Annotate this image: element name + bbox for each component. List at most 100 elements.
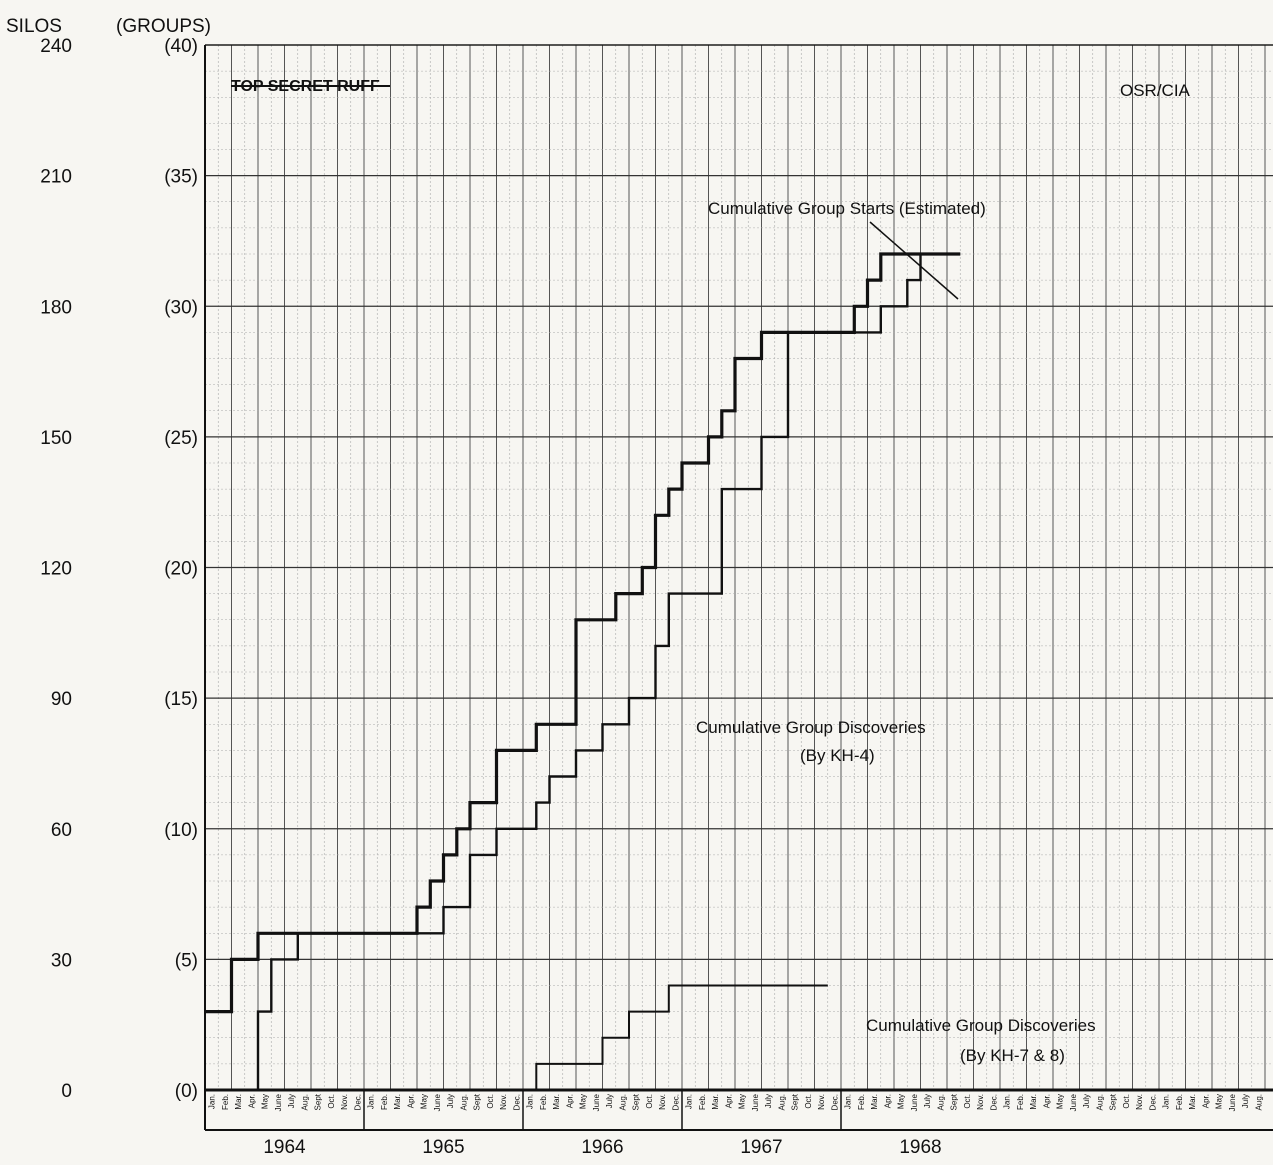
month-tick-label: Mar. <box>552 1094 561 1110</box>
group-tick-label: (5) <box>175 950 198 971</box>
month-tick-label: Apr. <box>1042 1094 1051 1108</box>
month-tick-label: Sept <box>314 1093 323 1110</box>
month-tick-label: Mar. <box>393 1094 402 1110</box>
month-tick-label: Oct. <box>486 1094 495 1109</box>
series-line-2 <box>256 254 922 1090</box>
month-tick-label: Feb. <box>380 1094 389 1110</box>
month-tick-label: Nov. <box>1135 1094 1144 1110</box>
month-tick-label: July <box>605 1094 614 1108</box>
month-tick-label: May <box>738 1094 747 1109</box>
month-tick-label: Oct. <box>963 1094 972 1109</box>
group-tick-label: (30) <box>164 297 198 318</box>
silos-tick-label: 60 <box>51 820 72 841</box>
month-tick-label: Jan. <box>685 1094 694 1109</box>
silos-tick-labels: 0 30 60 90 120 150 180 210 240 <box>40 36 72 1102</box>
month-tick-label: Mar. <box>234 1094 243 1110</box>
year-tick-label: 1967 <box>740 1137 782 1158</box>
group-tick-label: (40) <box>164 36 198 57</box>
month-tick-label: Sept <box>950 1093 959 1110</box>
groups-axis-title: (GROUPS) <box>116 16 211 37</box>
month-tick-labels: Jan. Feb. Mar. Apr. May June July Aug. Sept Oct. N… <box>208 1093 1264 1111</box>
month-tick-label: Mar. <box>870 1094 879 1110</box>
month-tick-label: Apr. <box>724 1094 733 1108</box>
month-tick-label: Feb. <box>857 1094 866 1110</box>
month-tick-label: Oct. <box>645 1094 654 1109</box>
month-tick-label: June <box>751 1093 760 1111</box>
series-label-leader <box>869 221 959 300</box>
month-tick-label: Dec. <box>989 1094 998 1110</box>
month-tick-label: Nov. <box>658 1094 667 1110</box>
plot-frame <box>204 44 1273 1131</box>
series-label-group-starts: Cumulative Group Starts (Estimated) <box>708 199 986 218</box>
year-tick-label: 1964 <box>263 1137 306 1158</box>
month-tick-label: Aug. <box>618 1094 627 1110</box>
month-tick-label: Nov. <box>499 1094 508 1110</box>
month-tick-label: June <box>910 1093 919 1111</box>
group-tick-label: (20) <box>164 559 198 580</box>
month-tick-label: Feb. <box>539 1094 548 1110</box>
series-label-kh78-line2: (By KH-7 & 8) <box>960 1046 1065 1065</box>
month-tick-label: July <box>446 1094 455 1108</box>
month-tick-label: June <box>1069 1093 1078 1111</box>
month-tick-label: Aug. <box>459 1094 468 1110</box>
year-tick-label: 1965 <box>422 1137 464 1158</box>
series-label-kh4-line2: (By KH-4) <box>800 746 875 765</box>
month-tick-label: Dec. <box>512 1094 521 1110</box>
month-tick-label: Aug. <box>936 1094 945 1110</box>
group-tick-label: (10) <box>164 820 198 841</box>
year-tick-labels: 1964 1965 1966 1967 1968 <box>263 1137 941 1158</box>
series-label-kh78-line1: Cumulative Group Discoveries <box>866 1016 1096 1035</box>
month-tick-label: Sept <box>632 1093 641 1110</box>
silos-tick-label: 150 <box>40 428 72 449</box>
month-tick-label: Oct. <box>1122 1094 1131 1109</box>
month-tick-label: Sept <box>1109 1093 1118 1110</box>
group-tick-label: (35) <box>164 167 198 188</box>
month-tick-label: May <box>261 1094 270 1109</box>
month-tick-label: Nov. <box>340 1094 349 1110</box>
month-tick-label: Apr. <box>883 1094 892 1108</box>
silos-tick-label: 240 <box>40 36 72 57</box>
month-tick-label: Jan. <box>844 1094 853 1109</box>
month-tick-label: Feb. <box>221 1094 230 1110</box>
month-tick-label: Nov. <box>817 1094 826 1110</box>
month-tick-label: May <box>1056 1094 1065 1109</box>
month-tick-label: Mar. <box>1029 1094 1038 1110</box>
group-tick-label: (0) <box>175 1081 198 1102</box>
month-tick-label: Oct. <box>804 1094 813 1109</box>
month-tick-label: June <box>592 1093 601 1111</box>
month-tick-label: June <box>1228 1093 1237 1111</box>
month-tick-label: Apr. <box>565 1094 574 1108</box>
month-tick-label: May <box>420 1094 429 1109</box>
month-tick-label: July <box>1082 1094 1091 1108</box>
silos-axis-title: SILOS <box>6 16 62 37</box>
month-tick-label: Mar. <box>1188 1094 1197 1110</box>
series-line-1 <box>205 252 961 1014</box>
silos-tick-label: 210 <box>40 167 72 188</box>
month-tick-label: June <box>433 1093 442 1111</box>
month-tick-label: May <box>579 1094 588 1109</box>
month-tick-label: Sept <box>791 1093 800 1110</box>
month-tick-label: July <box>764 1094 773 1108</box>
month-tick-label: Jan. <box>208 1094 217 1109</box>
month-tick-label: July <box>923 1094 932 1108</box>
month-tick-label: Jan. <box>526 1094 535 1109</box>
month-tick-label: Jan. <box>1162 1094 1171 1109</box>
silos-tick-label: 30 <box>51 950 72 971</box>
month-tick-label: Dec. <box>830 1094 839 1110</box>
silos-tick-label: 180 <box>40 297 72 318</box>
month-tick-label: Dec. <box>1148 1094 1157 1110</box>
month-tick-label: Mar. <box>711 1094 720 1110</box>
series-line-3 <box>535 984 828 1090</box>
month-tick-label: Aug. <box>1254 1094 1263 1110</box>
month-tick-label: Apr. <box>247 1094 256 1108</box>
year-tick-label: 1968 <box>899 1137 941 1158</box>
group-tick-label: (15) <box>164 689 198 710</box>
month-tick-label: Aug. <box>300 1094 309 1110</box>
month-tick-label: July <box>287 1094 296 1108</box>
series-label-kh4-line1: Cumulative Group Discoveries <box>696 718 926 737</box>
month-tick-label: Feb. <box>1016 1094 1025 1110</box>
month-tick-label: Sept <box>473 1093 482 1110</box>
month-tick-label: Nov. <box>976 1094 985 1110</box>
year-tick-label: 1966 <box>581 1137 623 1158</box>
